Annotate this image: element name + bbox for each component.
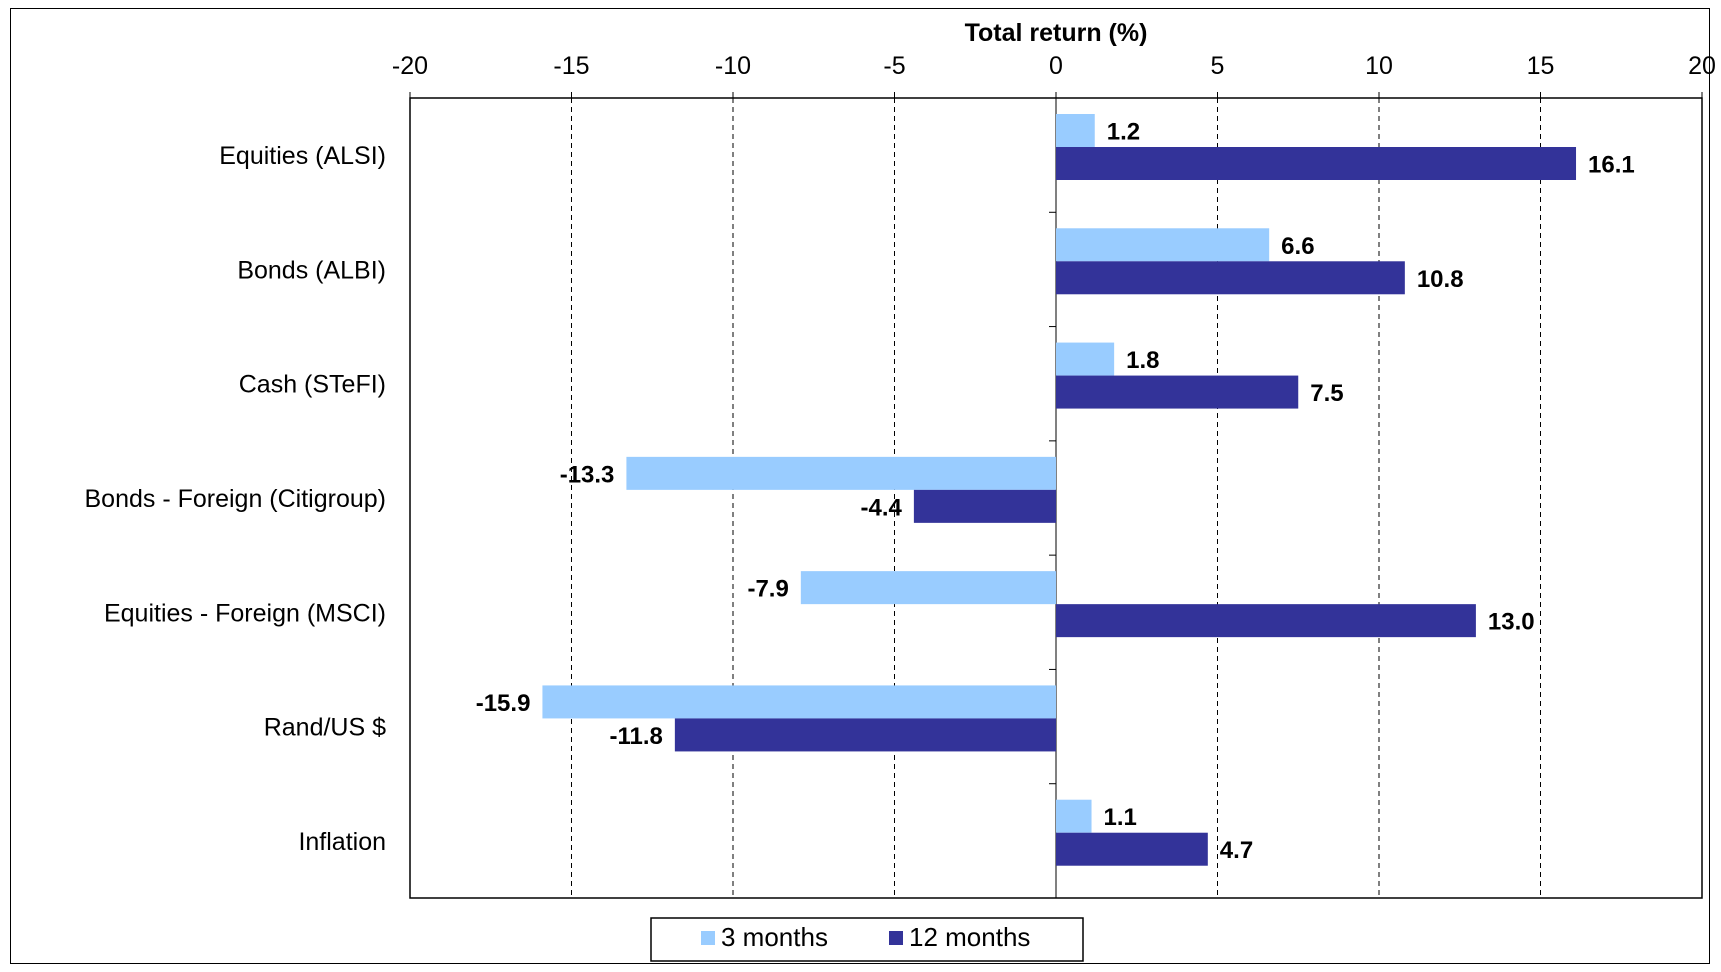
data-label-12-months-bonds-foreign-citigroup: -4.4 (861, 494, 903, 521)
data-label-12-months-equities-alsi: 16.1 (1588, 152, 1635, 179)
legend-box (650, 917, 1084, 962)
data-label-3-months-cash-stefi: 1.8 (1126, 347, 1159, 374)
data-label-12-months-equities-foreign-msci: 13.0 (1488, 609, 1535, 636)
x-tick-label: -10 (715, 52, 751, 80)
bar-12-months-equities-alsi (1056, 147, 1577, 180)
x-axis-title: Total return (%) (965, 19, 1148, 47)
data-label-3-months-inflation: 1.1 (1104, 804, 1137, 831)
bar-12-months-inflation (1056, 832, 1208, 866)
bar-12-months-bonds-foreign-citigroup (913, 489, 1056, 523)
x-tick-label: 10 (1365, 52, 1393, 80)
legend-label-3-months: 3 months (721, 922, 828, 952)
data-label-12-months-cash-stefi: 7.5 (1310, 380, 1343, 407)
category-label-cash-stefi: Cash (STeFI) (239, 371, 386, 399)
bar-3-months-bonds-foreign-citigroup (626, 456, 1056, 490)
x-tick-label: -20 (392, 52, 428, 80)
bar-12-months-equities-foreign-msci (1056, 604, 1476, 638)
legend-swatch-3-months (701, 931, 715, 945)
data-label-3-months-bonds-foreign-citigroup: -13.3 (560, 461, 615, 488)
bar-12-months-bonds-albi (1056, 261, 1405, 295)
legend-swatch-12-months (889, 931, 903, 945)
bar-3-months-inflation (1056, 799, 1092, 833)
bars (542, 114, 1577, 866)
data-label-3-months-equities-alsi: 1.2 (1107, 119, 1140, 146)
bar-3-months-equities-alsi (1056, 114, 1095, 147)
category-label-bonds-foreign-citigroup: Bonds - Foreign (Citigroup) (84, 485, 386, 513)
x-tick-label: 0 (1049, 52, 1063, 80)
data-label-3-months-rand-us: -15.9 (476, 690, 531, 717)
x-tick-label: -5 (883, 52, 905, 80)
bar-12-months-rand-us (674, 718, 1056, 752)
category-label-bonds-albi: Bonds (ALBI) (237, 256, 386, 284)
data-labels: 1.2 16.1 6.6 10.8 1.8 7.5 -13.3 -4.4 -7.9 13.0 -15… (476, 119, 1635, 865)
data-label-12-months-inflation: 4.7 (1220, 837, 1253, 864)
bar-3-months-bonds-albi (1056, 228, 1270, 262)
category-label-equities-foreign-msci: Equities - Foreign (MSCI) (104, 599, 386, 627)
data-label-3-months-equities-foreign-msci: -7.9 (747, 576, 788, 603)
legend-label-12-months: 12 months (909, 922, 1030, 952)
category-labels: Equities (ALSI) Bonds (ALBI) Cash (STeFI) B… (84, 142, 1056, 856)
legend: 3 months 12 months (650, 917, 1084, 962)
x-tick-label: 5 (1211, 52, 1225, 80)
data-label-12-months-rand-us: -11.8 (609, 723, 662, 750)
bar-12-months-cash-stefi (1056, 375, 1299, 409)
bar-3-months-cash-stefi (1056, 342, 1115, 376)
category-label-inflation: Inflation (298, 828, 386, 856)
x-tick-label: -15 (553, 52, 589, 80)
data-label-12-months-bonds-albi: 10.8 (1417, 266, 1464, 293)
x-tick-label: 15 (1527, 52, 1555, 80)
bar-3-months-equities-foreign-msci (800, 571, 1056, 605)
category-label-equities-alsi: Equities (ALSI) (219, 142, 386, 170)
category-label-rand-us: Rand/US $ (264, 714, 386, 742)
data-label-3-months-bonds-albi: 6.6 (1281, 233, 1314, 260)
x-axis-ticks: -20 -15 -10 -5 0 5 10 15 20 (392, 52, 1716, 98)
bar-3-months-rand-us (542, 685, 1056, 719)
x-tick-label: 20 (1688, 52, 1716, 80)
